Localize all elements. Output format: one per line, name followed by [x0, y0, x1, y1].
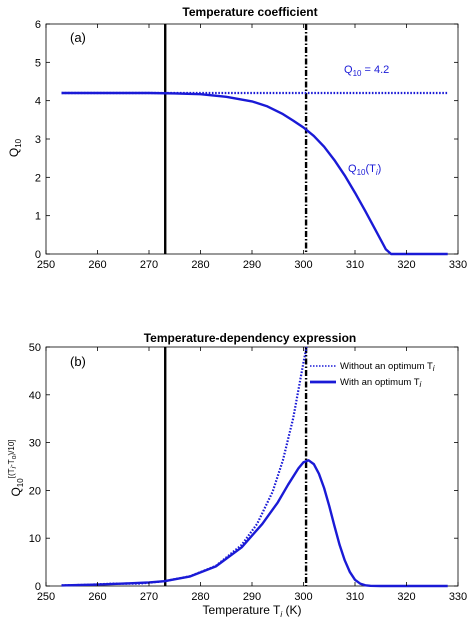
- x-tick-label: 320: [397, 591, 415, 603]
- y-tick-label: 6: [35, 19, 41, 31]
- panel-b-label: (b): [70, 354, 86, 369]
- x-tick-label: 320: [397, 259, 415, 271]
- y-tick-label: 3: [35, 134, 41, 146]
- x-tick-label: 290: [243, 259, 261, 271]
- y-tick-label: 40: [29, 390, 41, 402]
- x-tick-label: 310: [346, 591, 364, 603]
- x-tick-label: 270: [140, 591, 158, 603]
- series-line-1: [61, 91, 448, 256]
- x-tick-label: 250: [37, 259, 55, 271]
- x-tick-label: 280: [191, 259, 209, 271]
- y-tick-label: 0: [35, 249, 41, 261]
- panel-a-label: (a): [70, 30, 86, 45]
- x-tick-label: 270: [140, 259, 158, 271]
- x-tick-label: 280: [191, 591, 209, 603]
- y-tick-label: 2: [35, 172, 41, 184]
- panel-a-ylabel: Q10: [7, 138, 23, 157]
- panel-b-plot-area: [45, 346, 459, 587]
- x-tick-label: 290: [243, 591, 261, 603]
- legend-entry-without-optimum: Without an optimum Ti: [340, 361, 435, 373]
- x-tick-label: 250: [37, 591, 55, 603]
- annotation-q10-constant: Q10 = 4.2: [344, 64, 389, 78]
- legend: Without an optimum Ti With an optimum Ti: [310, 361, 435, 389]
- annotation-q10-ti: Q10(Ti): [348, 163, 381, 177]
- y-tick-label: 5: [35, 57, 41, 69]
- x-tick-label: 260: [88, 591, 106, 603]
- x-tick-label: 300: [294, 591, 312, 603]
- panel-b-ylabel: Q10[(Ti-To)/10]: [7, 439, 25, 496]
- x-tick-label: 300: [294, 259, 312, 271]
- panel-a: Temperature coefficient 250 260 270 280 290 3…: [7, 5, 467, 271]
- y-tick-label: 30: [29, 438, 41, 450]
- panel-a-title: Temperature coefficient: [182, 5, 317, 19]
- series-line-1: [61, 459, 448, 588]
- panel-b-xlabel: Temperature Ti (K): [203, 603, 302, 619]
- panel-b-title: Temperature-dependency expression: [144, 331, 357, 345]
- y-tick-label: 50: [29, 342, 41, 354]
- y-tick-label: 1: [35, 211, 41, 223]
- y-tick-label: 0: [35, 581, 41, 593]
- y-tick-label: 4: [35, 96, 41, 108]
- legend-entry-with-optimum: With an optimum Ti: [340, 377, 422, 389]
- x-tick-label: 260: [88, 259, 106, 271]
- x-tick-label: 330: [449, 591, 467, 603]
- y-tick-label: 20: [29, 485, 41, 497]
- x-tick-label: 330: [449, 259, 467, 271]
- x-tick-label: 310: [346, 259, 364, 271]
- y-tick-label: 10: [29, 533, 41, 545]
- panel-a-plot-area: [45, 23, 459, 255]
- panel-b: Temperature-dependency expression 250 260…: [7, 331, 467, 619]
